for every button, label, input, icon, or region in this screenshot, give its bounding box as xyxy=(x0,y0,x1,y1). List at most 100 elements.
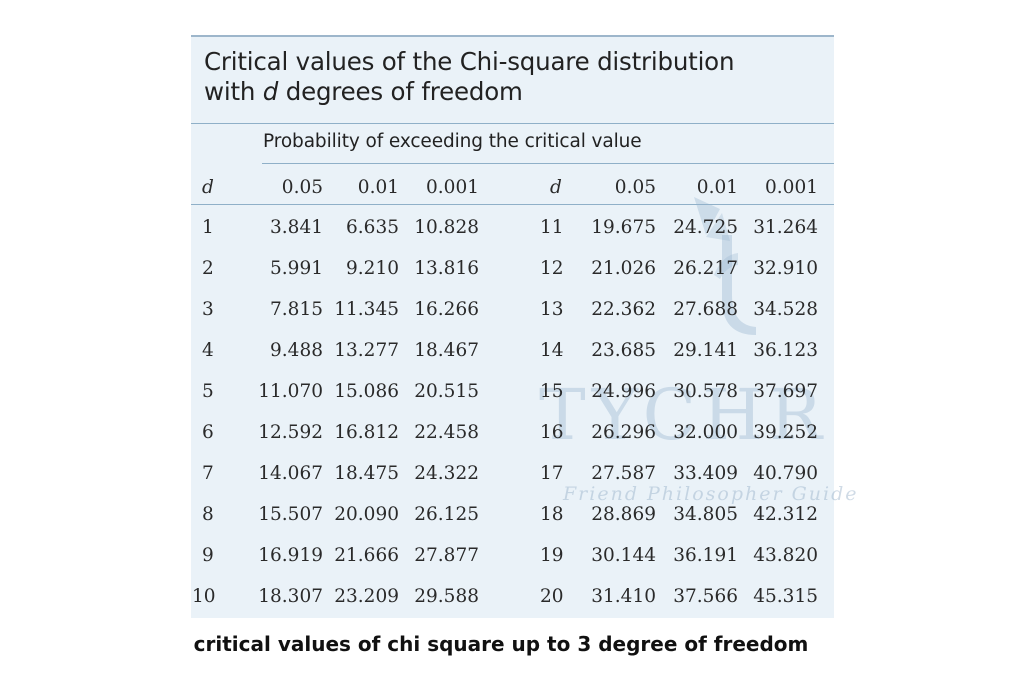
cell-0001: 10.828 xyxy=(414,217,479,238)
col-header-001-right: 0.01 xyxy=(696,177,738,198)
cell-0001: 32.910 xyxy=(753,258,818,279)
col-header-005-left: 0.05 xyxy=(281,177,323,198)
row-d: 2 xyxy=(202,258,214,279)
col-header-005-right: 0.05 xyxy=(614,177,656,198)
row-d: 13 xyxy=(540,299,564,320)
cell-005: 27.587 xyxy=(591,463,656,484)
tychr-watermark-text: TYCHR xyxy=(539,374,828,456)
title-line-2: with d degrees of freedom xyxy=(204,77,824,107)
cell-005: 5.991 xyxy=(270,258,323,279)
cell-005: 22.362 xyxy=(591,299,656,320)
row-d: 14 xyxy=(540,340,564,361)
cell-005: 19.675 xyxy=(591,217,656,238)
row-d: 19 xyxy=(540,545,564,566)
cell-0001: 40.790 xyxy=(753,463,818,484)
title-line-2-pre: with xyxy=(204,77,263,106)
cell-001: 34.805 xyxy=(673,504,738,525)
cell-001: 23.209 xyxy=(334,586,399,607)
row-d: 9 xyxy=(202,545,214,566)
title-variable-d: d xyxy=(262,77,279,106)
cell-001: 37.566 xyxy=(673,586,738,607)
cell-0001: 39.252 xyxy=(753,422,818,443)
cell-0001: 18.467 xyxy=(414,340,479,361)
col-header-001-left: 0.01 xyxy=(357,177,399,198)
table-title: Critical values of the Chi-square distri… xyxy=(204,47,824,107)
cell-005: 7.815 xyxy=(270,299,323,320)
cell-0001: 22.458 xyxy=(414,422,479,443)
cell-0001: 26.125 xyxy=(414,504,479,525)
row-d: 18 xyxy=(540,504,564,525)
tychr-watermark-tagline: Friend Philosopher Guide xyxy=(563,483,859,505)
cell-001: 21.666 xyxy=(334,545,399,566)
row-d: 8 xyxy=(202,504,214,525)
title-line-1: Critical values of the Chi-square distri… xyxy=(204,47,735,76)
cell-005: 31.410 xyxy=(591,586,656,607)
cell-001: 36.191 xyxy=(673,545,738,566)
cell-001: 16.812 xyxy=(334,422,399,443)
cell-001: 15.086 xyxy=(334,381,399,402)
cell-0001: 45.315 xyxy=(753,586,818,607)
cell-001: 6.635 xyxy=(346,217,399,238)
cell-0001: 36.123 xyxy=(753,340,818,361)
row-d: 4 xyxy=(202,340,214,361)
col-header-0001-right: 0.001 xyxy=(765,177,818,198)
image-caption: critical values of chi square up to 3 de… xyxy=(193,632,809,656)
title-line-2-post: degrees of freedom xyxy=(278,77,523,106)
cell-001: 32.000 xyxy=(673,422,738,443)
row-d: 6 xyxy=(202,422,214,443)
cell-001: 13.277 xyxy=(334,340,399,361)
col-header-d-left: d xyxy=(202,177,214,198)
subheader-underline xyxy=(262,163,834,164)
cell-005: 23.685 xyxy=(591,340,656,361)
row-d: 7 xyxy=(202,463,214,484)
cell-001: 18.475 xyxy=(334,463,399,484)
cell-001: 11.345 xyxy=(334,299,399,320)
column-header-divider xyxy=(191,204,834,205)
cell-005: 26.296 xyxy=(591,422,656,443)
row-d: 17 xyxy=(540,463,564,484)
title-divider xyxy=(191,123,834,124)
cell-001: 27.688 xyxy=(673,299,738,320)
cell-001: 30.578 xyxy=(673,381,738,402)
cell-0001: 34.528 xyxy=(753,299,818,320)
row-d: 3 xyxy=(202,299,214,320)
row-d: 5 xyxy=(202,381,214,402)
col-header-0001-left: 0.001 xyxy=(426,177,479,198)
cell-0001: 13.816 xyxy=(414,258,479,279)
cell-001: 29.141 xyxy=(673,340,738,361)
cell-0001: 27.877 xyxy=(414,545,479,566)
chi-square-table-card: Critical values of the Chi-square distri… xyxy=(191,35,857,618)
cell-005: 15.507 xyxy=(258,504,323,525)
tychr-logo-watermark-icon xyxy=(694,197,756,335)
cell-0001: 16.266 xyxy=(414,299,479,320)
cell-001: 26.217 xyxy=(673,258,738,279)
cell-0001: 37.697 xyxy=(753,381,818,402)
cell-0001: 20.515 xyxy=(414,381,479,402)
cell-001: 20.090 xyxy=(334,504,399,525)
cell-005: 18.307 xyxy=(258,586,323,607)
row-d: 1 xyxy=(202,217,214,238)
cell-005: 16.919 xyxy=(258,545,323,566)
row-d: 16 xyxy=(540,422,564,443)
cell-001: 9.210 xyxy=(346,258,399,279)
cell-005: 3.841 xyxy=(270,217,323,238)
cell-0001: 43.820 xyxy=(753,545,818,566)
cell-005: 21.026 xyxy=(591,258,656,279)
cell-005: 11.070 xyxy=(258,381,323,402)
cell-0001: 24.322 xyxy=(414,463,479,484)
cell-005: 28.869 xyxy=(591,504,656,525)
cell-005: 14.067 xyxy=(258,463,323,484)
cell-0001: 31.264 xyxy=(753,217,818,238)
col-header-d-right: d xyxy=(550,177,562,198)
cell-005: 30.144 xyxy=(591,545,656,566)
row-d: 15 xyxy=(540,381,564,402)
cell-005: 9.488 xyxy=(270,340,323,361)
cell-0001: 42.312 xyxy=(753,504,818,525)
row-d: 20 xyxy=(540,586,564,607)
cell-005: 12.592 xyxy=(258,422,323,443)
row-d: 10 xyxy=(192,586,216,607)
row-d: 12 xyxy=(540,258,564,279)
row-d: 11 xyxy=(540,217,564,238)
cell-0001: 29.588 xyxy=(414,586,479,607)
cell-005: 24.996 xyxy=(591,381,656,402)
